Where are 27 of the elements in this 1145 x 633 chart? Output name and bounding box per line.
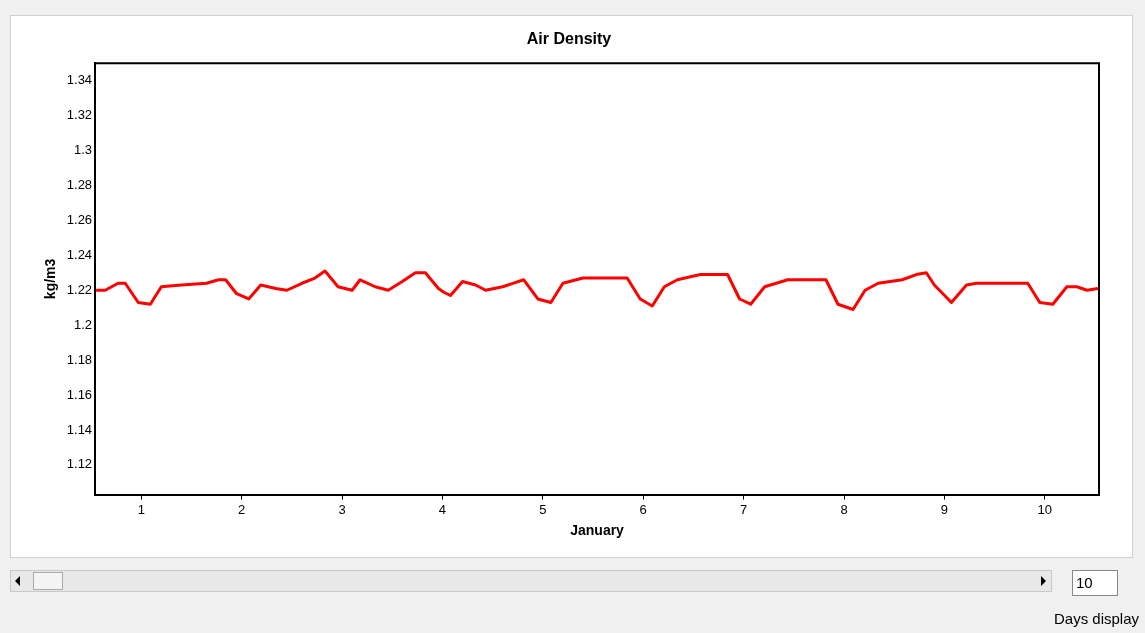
- y-tick-label: 1.2: [74, 316, 93, 332]
- y-tick-label: 1.24: [66, 246, 93, 262]
- x-tick-label: 9: [940, 501, 949, 517]
- text: Days display: [1053, 610, 1139, 627]
- y-tick-label: 1.14: [66, 421, 93, 437]
- x-tick-label: 1: [137, 501, 145, 517]
- input-field: 10: [1072, 570, 1118, 596]
- x-tick-label: 10: [1037, 501, 1053, 517]
- y-tick-label: 1.28: [66, 177, 93, 193]
- x-tick-label: 4: [438, 501, 447, 517]
- y-tick-label: 1.22: [66, 281, 93, 297]
- x-axis-title: January: [570, 522, 625, 539]
- x-tick-label: 7: [740, 501, 748, 517]
- y-tick-label: 1.34: [66, 72, 93, 88]
- y-tick-label: 1.3: [74, 142, 93, 158]
- y-tick-label: 1.18: [66, 351, 93, 367]
- x-tick-label: 3: [338, 501, 346, 517]
- y-axis-title: kg/m3: [42, 258, 59, 300]
- x-tick-label: 5: [539, 501, 547, 517]
- x-tick-label: 8: [840, 501, 848, 517]
- y-tick-label: 1.26: [66, 211, 93, 227]
- y-tick-label: 1.12: [66, 456, 93, 472]
- y-tick-label: 1.32: [66, 107, 93, 123]
- x-tick-label: 6: [639, 501, 647, 517]
- y-tick-label: 1.16: [66, 386, 93, 402]
- x-tick-label: 2: [238, 501, 246, 517]
- chart-title: Air Density: [526, 30, 612, 48]
